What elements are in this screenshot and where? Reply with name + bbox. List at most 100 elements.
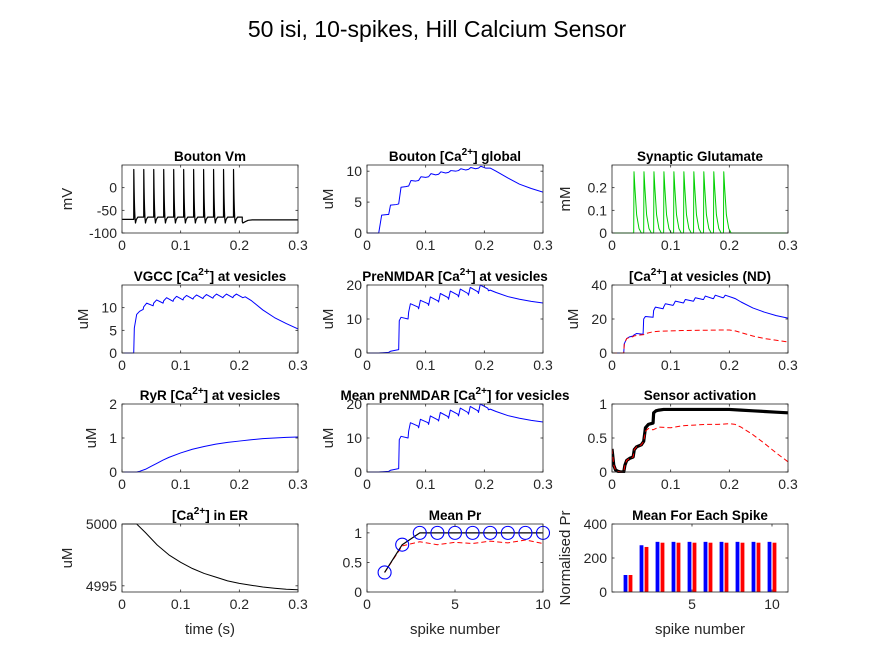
- subplot-title: VGCC [Ca2+] at vesicles: [134, 267, 286, 284]
- y-tick-label: 1: [109, 430, 117, 446]
- x-tick-label: 0.3: [533, 357, 553, 373]
- x-tick-label: 0.2: [230, 237, 250, 253]
- series-line-1: [122, 523, 298, 591]
- y-tick-label: 0: [354, 584, 362, 600]
- bar: [692, 542, 697, 592]
- pr-marker: [483, 525, 498, 540]
- series-line-1: [122, 168, 298, 224]
- y-tick-label: 5: [354, 194, 362, 210]
- bar: [660, 542, 665, 592]
- subplot-title: [Ca2+] at vesicles (ND): [629, 267, 771, 284]
- y-tick-label: 0: [354, 464, 362, 480]
- y-tick-label: 400: [584, 516, 608, 532]
- axes-box: [366, 164, 544, 234]
- x-tick-label: 0: [608, 237, 616, 253]
- y-tick-label: 0: [109, 180, 117, 196]
- x-tick-label: 10: [764, 596, 780, 612]
- bar: [772, 542, 777, 592]
- y-axis-label: uM: [75, 309, 92, 330]
- subplot-title: Mean Pr: [429, 508, 482, 523]
- bar: [655, 541, 660, 592]
- subplot-bouton-vm: 0 0.1 0.2 0.3 -100 -50 0 Bouton Vm mV: [59, 149, 308, 253]
- y-tick-label: 5000: [86, 516, 117, 532]
- subplot-vgcc-ca: 0 0.1 0.2 0.3 0 5 10 VGCC [Ca2+] at vesicles uM: [75, 267, 308, 373]
- x-tick-label: 0: [608, 476, 616, 492]
- y-tick-label: 0: [109, 464, 117, 480]
- series-line-1: [122, 436, 298, 473]
- y-tick-label: 0.2: [588, 180, 608, 196]
- axes-box: [121, 284, 299, 354]
- x-tick-label: 0.1: [661, 357, 681, 373]
- x-tick-label: 0.1: [171, 357, 191, 373]
- plot-area: [612, 407, 788, 473]
- y-tick-label: 0: [599, 584, 607, 600]
- x-tick-label: 0.2: [720, 237, 740, 253]
- pr-marker: [500, 525, 515, 540]
- y-axis-label: Normalised Pr: [557, 510, 574, 605]
- x-tick-label: 0.3: [288, 476, 308, 492]
- series-line-1: [367, 284, 543, 354]
- bar: [703, 541, 708, 592]
- x-tick-label: 0.3: [533, 476, 553, 492]
- bar: [751, 541, 756, 592]
- subplot-title: Bouton Vm: [174, 149, 246, 164]
- x-tick-label: 0.3: [288, 357, 308, 373]
- x-tick-label: 0.2: [720, 357, 740, 373]
- y-tick-label: -100: [89, 225, 117, 241]
- subplot-title: Mean For Each Spike: [632, 508, 768, 523]
- subplot-bouton-ca-global: 0 0.1 0.2 0.3 0 5 10 Bouton [Ca2+] global uM: [320, 147, 553, 253]
- x-tick-label: 0.1: [416, 357, 436, 373]
- x-tick-label: 5: [451, 596, 459, 612]
- x-tick-label: 0.2: [720, 476, 740, 492]
- y-axis-label: uM: [320, 189, 337, 210]
- y-tick-label: 20: [591, 311, 607, 327]
- x-axis-label: spike number: [410, 621, 500, 638]
- bar: [628, 575, 633, 592]
- y-tick-label: 0.5: [343, 554, 363, 570]
- series-line-1: [384, 539, 543, 573]
- y-tick-label: 2: [109, 396, 117, 412]
- pr-marker: [377, 565, 392, 580]
- y-axis-label: uM: [320, 428, 337, 449]
- x-tick-label: 0.2: [230, 357, 250, 373]
- x-tick-label: 0.2: [475, 357, 495, 373]
- y-tick-label: 0: [109, 345, 117, 361]
- x-tick-label: 0: [118, 476, 126, 492]
- x-tick-label: 0.1: [416, 237, 436, 253]
- bar: [719, 541, 724, 592]
- x-tick-label: 0: [363, 476, 371, 492]
- y-axis-label: uM: [59, 548, 76, 569]
- y-axis-label: uM: [83, 428, 100, 449]
- y-tick-label: 20: [346, 277, 362, 293]
- y-tick-label: 0.1: [588, 202, 608, 218]
- x-tick-label: 0: [363, 357, 371, 373]
- x-tick-label: 0.1: [171, 596, 191, 612]
- bar: [639, 545, 644, 592]
- y-axis-label: mM: [557, 187, 574, 212]
- subplot-title: PreNMDAR [Ca2+] at vesicles: [362, 267, 547, 284]
- subplot-title: Bouton [Ca2+] global: [389, 147, 521, 164]
- x-tick-label: 0: [118, 357, 126, 373]
- x-tick-label: 0: [608, 357, 616, 373]
- axes-box: [611, 164, 789, 234]
- y-tick-label: 10: [346, 311, 362, 327]
- series-line-2: [612, 423, 788, 473]
- plot-area: [367, 403, 543, 473]
- y-tick-label: 0: [599, 225, 607, 241]
- x-tick-label: 0.3: [533, 237, 553, 253]
- plot-area: [367, 165, 543, 234]
- plot-area: [122, 523, 298, 591]
- pr-marker: [412, 525, 427, 540]
- x-tick-label: 0.3: [778, 476, 798, 492]
- x-tick-label: 0.1: [661, 237, 681, 253]
- plot-area: [122, 436, 298, 473]
- y-tick-label: 1: [354, 525, 362, 541]
- x-tick-label: 0.2: [475, 476, 495, 492]
- x-tick-label: 10: [535, 596, 551, 612]
- plot-area: [122, 293, 298, 354]
- bar: [708, 542, 713, 592]
- pr-marker: [430, 525, 445, 540]
- subplot-ryr-ca: 0 0.1 0.2 0.3 0 1 2 RyR [Ca2+] at vesicles uM: [83, 386, 308, 492]
